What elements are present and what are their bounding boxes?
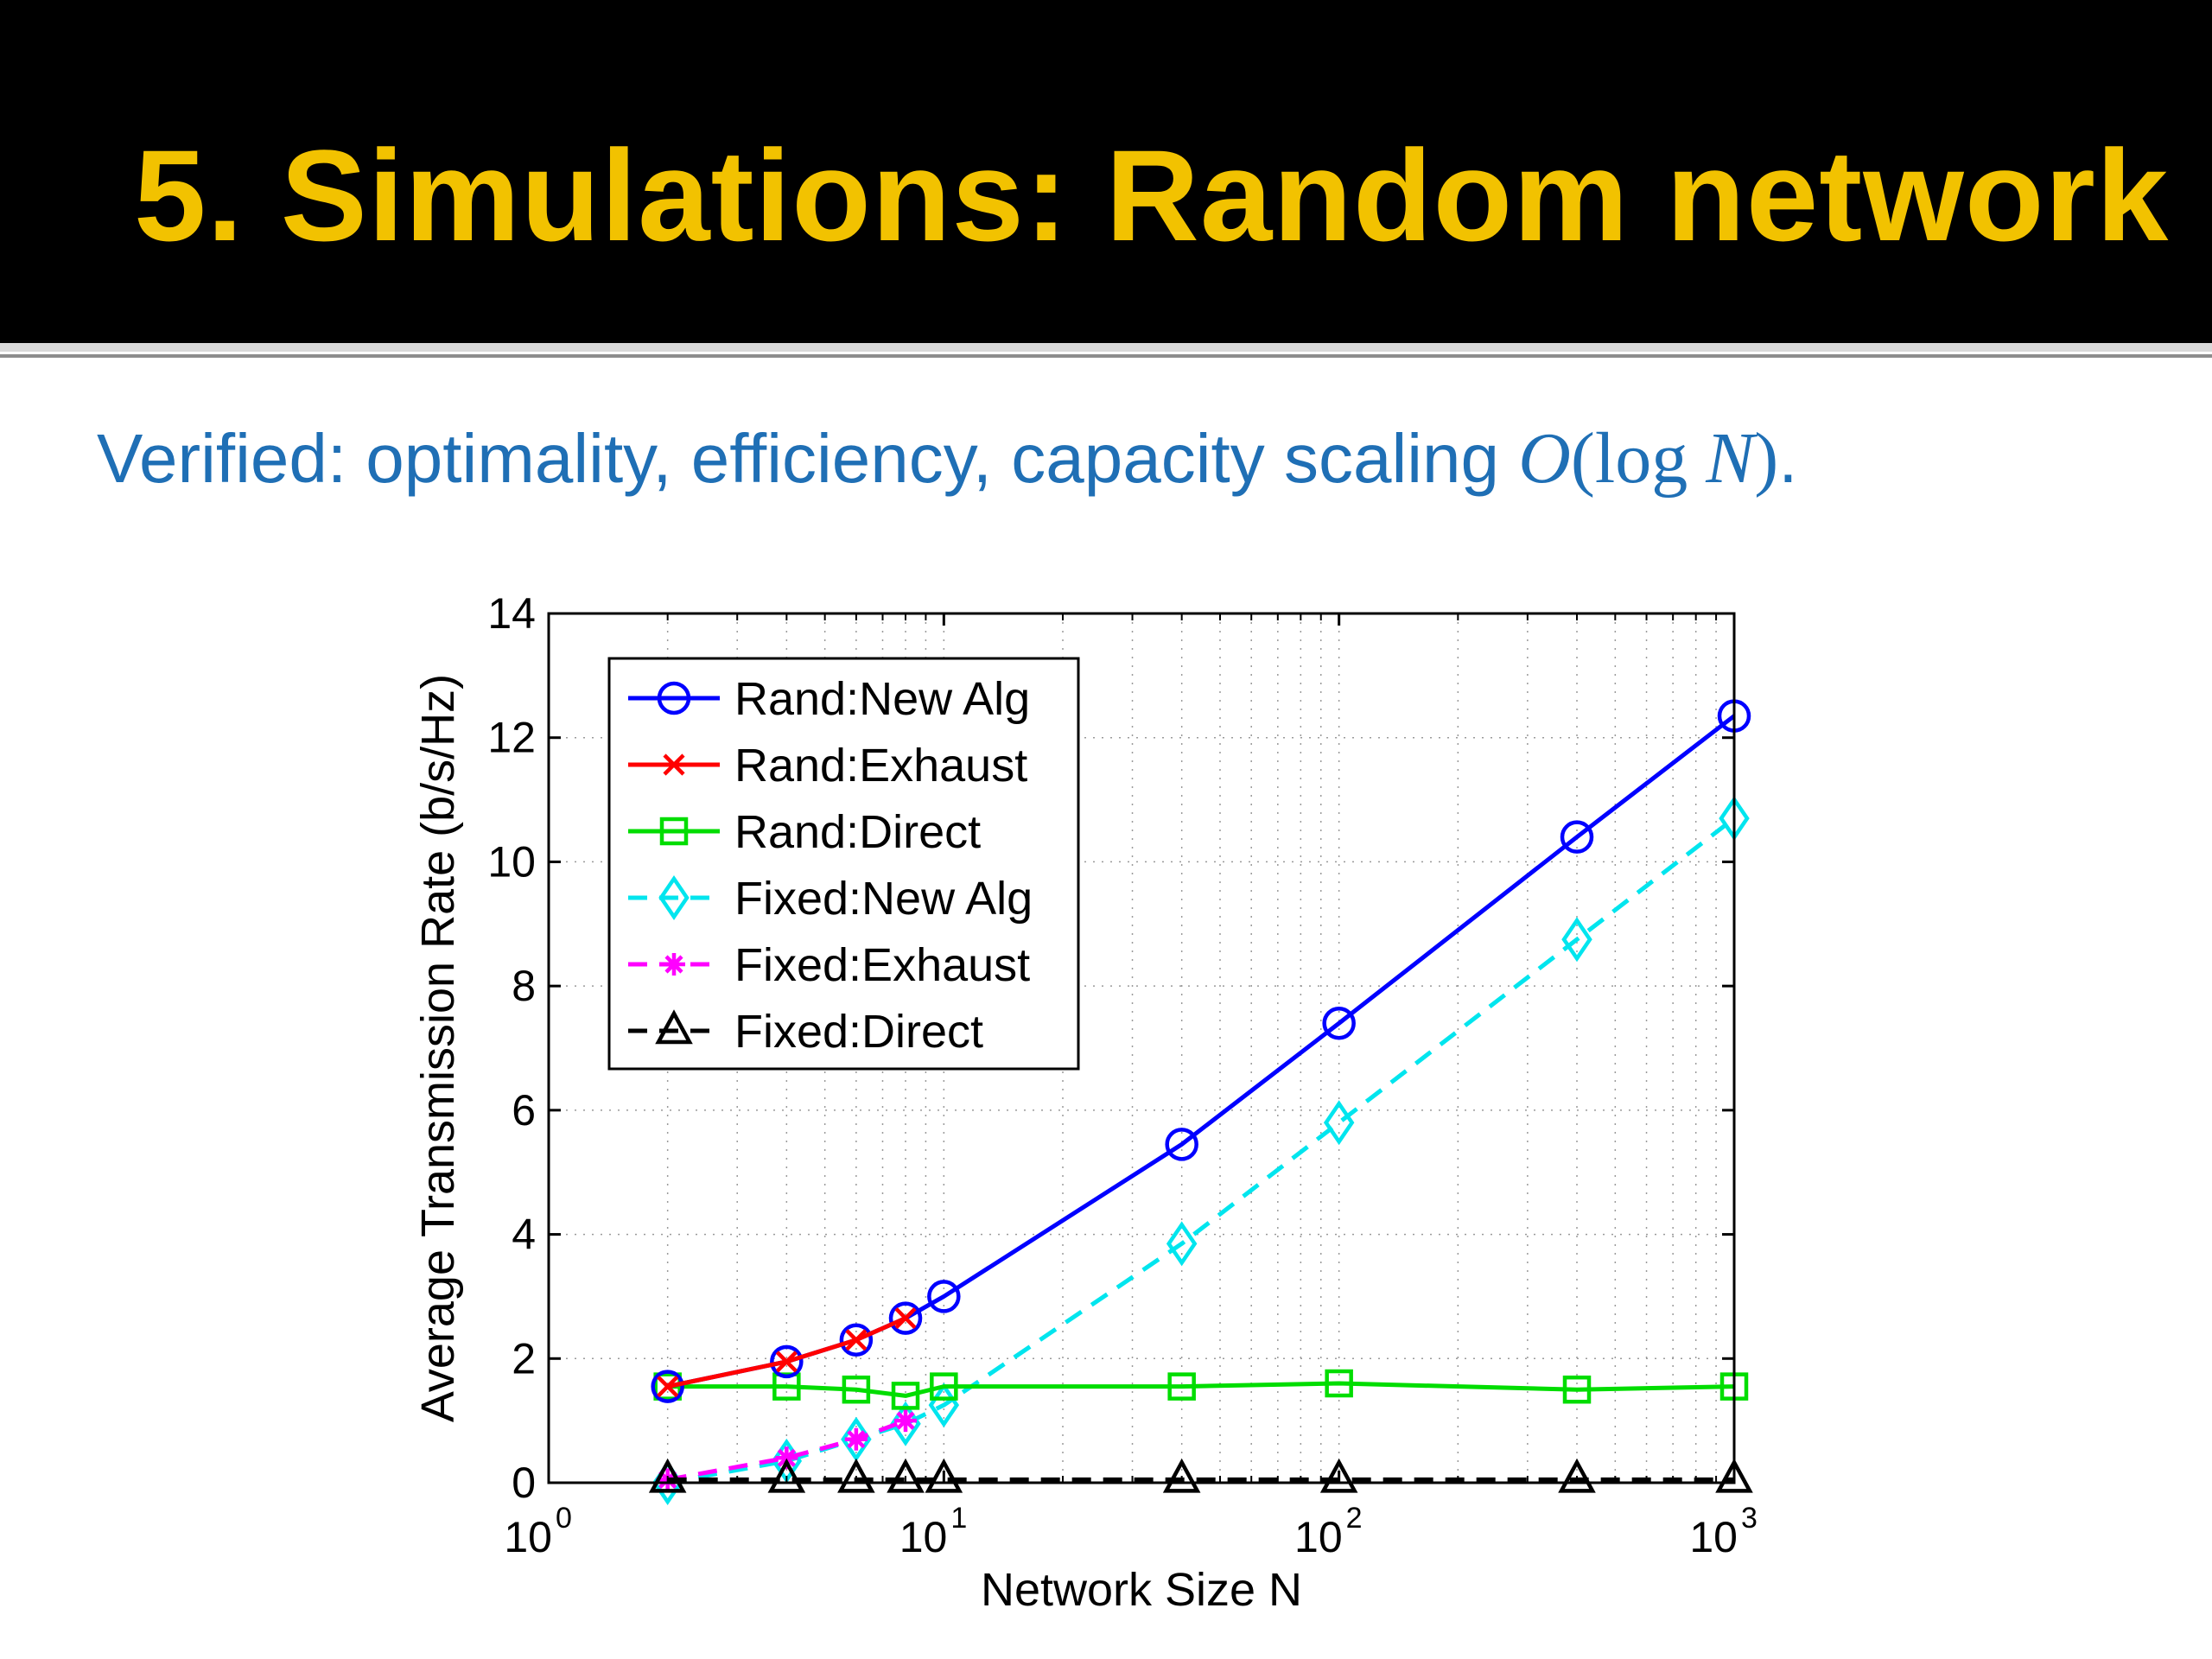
data-point [770, 1344, 804, 1379]
data-point [767, 1458, 806, 1493]
data-point [775, 1351, 798, 1373]
legend-label: Fixed:Direct [734, 1006, 983, 1058]
series-line [667, 1316, 907, 1389]
series-rand-direct [653, 1369, 1749, 1410]
y-axis-label: Average Transmission Rate (b/s/Hz) [412, 674, 464, 1422]
y-tick-label: 6 [512, 1086, 536, 1135]
slide-title: 5. Simulations: Random network [134, 123, 2170, 268]
legend-entry: Rand:New Alg [628, 673, 1030, 725]
series-line [667, 1381, 1735, 1398]
y-tick-label: 14 [487, 589, 536, 638]
y-tick-label: 8 [512, 962, 536, 1010]
data-point [888, 1301, 923, 1335]
series-fixed-new-alg [652, 796, 1750, 1505]
math-paren-open: ( [1570, 418, 1595, 499]
data-point [837, 1458, 875, 1493]
legend-label: Fixed:Exhaust [734, 939, 1030, 991]
legend-marker [655, 1009, 693, 1045]
math-log: log [1594, 418, 1688, 499]
legend-label: Rand:New Alg [734, 673, 1030, 725]
series-rand-exhaust [657, 1306, 917, 1398]
legend-marker [663, 753, 685, 776]
x-tick-exponent: 3 [1741, 1502, 1758, 1535]
x-tick-label: 10 [1294, 1513, 1343, 1561]
legend-entry: Rand:Direct [628, 806, 981, 858]
slide-subtitle: Verified: optimality, efficiency, capaci… [97, 416, 1797, 500]
data-point [1561, 917, 1592, 963]
plot-frame [547, 612, 1736, 1484]
y-tick-label: 2 [512, 1334, 536, 1382]
title-divider [0, 343, 2212, 352]
data-point [1167, 1372, 1196, 1401]
data-point [653, 1372, 682, 1401]
data-point [657, 1376, 679, 1398]
data-point [844, 1427, 868, 1451]
subtitle-period: . [1778, 420, 1798, 497]
series-line [667, 817, 1736, 1485]
data-point [891, 1382, 920, 1410]
subtitle-math: O(log N) [1518, 418, 1778, 499]
data-point [1162, 1458, 1201, 1493]
data-point [775, 1446, 798, 1470]
data-point [1325, 1369, 1353, 1398]
data-point [1166, 1221, 1198, 1267]
x-axis-label: Network Size N [981, 1564, 1302, 1616]
title-bar [0, 0, 2212, 343]
x-tick-exponent: 1 [950, 1502, 967, 1535]
data-point [1165, 1128, 1198, 1161]
math-N: N [1706, 418, 1755, 499]
x-tick-label: 10 [504, 1513, 552, 1561]
data-point [839, 1323, 874, 1357]
y-tick-label: 0 [512, 1459, 536, 1507]
legend-marker [657, 681, 691, 715]
y-tick-label: 10 [487, 837, 536, 886]
legend-label: Fixed:New Alg [734, 873, 1033, 925]
x-tick-exponent: 0 [556, 1502, 572, 1535]
data-point [1562, 1375, 1592, 1404]
data-point [894, 1306, 917, 1330]
legend-label: Rand:Exhaust [734, 740, 1027, 791]
x-tick-exponent: 2 [1346, 1502, 1363, 1535]
series-fixed-direct [648, 1458, 1753, 1493]
x-tick-label: 10 [1689, 1513, 1738, 1561]
x-tick-label: 10 [899, 1513, 948, 1561]
data-point [1560, 820, 1594, 854]
math-O: O [1518, 418, 1571, 499]
legend-entry: Fixed:New Alg [628, 873, 1033, 925]
data-point [1322, 1007, 1356, 1040]
series-line [667, 1418, 906, 1482]
series-layer [648, 699, 1753, 1505]
math-paren-close: ) [1754, 418, 1779, 499]
legend-box [607, 657, 1080, 1071]
data-point [648, 1458, 687, 1493]
legend-label: Rand:Direct [734, 806, 981, 858]
legend: Rand:New Alg Rand:Exhaust Rand:Direct Fixed… [607, 657, 1080, 1071]
legend-entry: Fixed:Direct [628, 1006, 983, 1058]
data-point [894, 1409, 918, 1433]
data-point [887, 1458, 925, 1493]
data-point [1323, 1100, 1355, 1146]
data-point [1715, 1458, 1753, 1493]
data-point [1319, 1458, 1358, 1493]
y-tick-label: 12 [487, 714, 536, 762]
legend-marker [659, 817, 689, 846]
data-point [930, 1372, 958, 1401]
subtitle-text: Verified: optimality, efficiency, capaci… [97, 420, 1519, 497]
legend-entry: Rand:Exhaust [628, 740, 1027, 791]
y-tick-label: 4 [512, 1211, 536, 1259]
data-point [1558, 1458, 1596, 1493]
data-point [925, 1458, 963, 1493]
data-point [890, 1401, 921, 1446]
data-point [651, 1370, 684, 1403]
data-point [927, 1280, 961, 1313]
data-point [842, 1375, 871, 1404]
data-point [772, 1372, 801, 1401]
legend-marker [663, 953, 685, 976]
legend-entry: Fixed:Exhaust [628, 939, 1030, 991]
title-divider-line [0, 354, 2212, 358]
legend-marker [658, 875, 690, 920]
data-point [845, 1329, 868, 1351]
